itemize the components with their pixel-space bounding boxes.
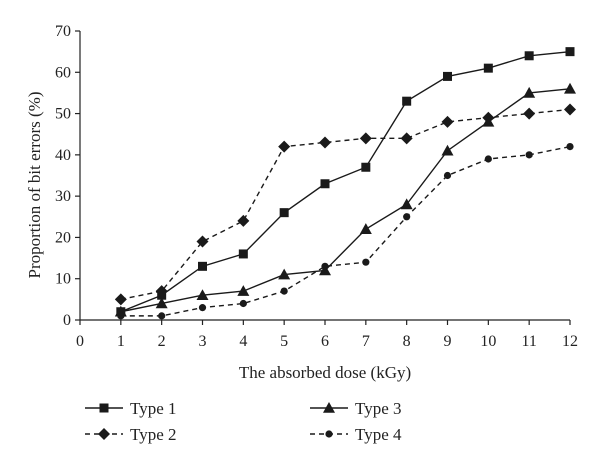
series-line-type-3 bbox=[120, 88, 571, 313]
series-line-type-2 bbox=[120, 108, 571, 301]
series-type-4 bbox=[117, 143, 574, 320]
legend-marker-type-3 bbox=[323, 402, 335, 413]
data-point-type-3 bbox=[237, 285, 250, 296]
x-tick-label: 1 bbox=[117, 333, 125, 350]
series-type-1 bbox=[116, 47, 575, 317]
legend-item-type-1: Type 1 bbox=[85, 399, 177, 418]
data-point-type-1 bbox=[198, 261, 207, 271]
y-tick-label: 30 bbox=[55, 188, 71, 205]
series-line-type-1 bbox=[120, 50, 571, 313]
y-tick-label: 20 bbox=[55, 229, 71, 246]
legend-marker-type-1 bbox=[99, 403, 109, 413]
data-point-type-3 bbox=[523, 86, 536, 98]
data-point-type-4 bbox=[362, 258, 370, 266]
x-tick-label: 6 bbox=[321, 333, 329, 350]
y-tick-label: 40 bbox=[55, 147, 71, 164]
legend-label-type-2: Type 2 bbox=[130, 425, 177, 444]
data-point-type-2 bbox=[114, 293, 127, 306]
data-point-type-4 bbox=[158, 312, 166, 320]
x-tick-label: 9 bbox=[444, 333, 452, 350]
data-point-type-3 bbox=[196, 289, 209, 301]
data-point-type-2 bbox=[564, 103, 576, 116]
y-tick-label: 60 bbox=[55, 64, 71, 81]
x-tick-label: 12 bbox=[562, 333, 578, 350]
series-layer bbox=[114, 47, 576, 320]
x-tick-label: 5 bbox=[280, 333, 288, 350]
legend-item-type-4: Type 4 bbox=[310, 425, 402, 444]
data-point-type-2 bbox=[400, 132, 413, 145]
legend-item-type-3: Type 3 bbox=[310, 399, 402, 418]
y-tick-label: 50 bbox=[55, 106, 71, 123]
data-point-type-4 bbox=[239, 299, 247, 308]
legend-label-type-3: Type 3 bbox=[355, 399, 402, 418]
x-tick-label: 8 bbox=[403, 333, 411, 350]
data-point-type-2 bbox=[359, 132, 372, 145]
x-tick-label: 4 bbox=[239, 333, 247, 350]
data-point-type-3 bbox=[114, 305, 127, 317]
data-point-type-1 bbox=[443, 71, 452, 81]
data-point-type-3 bbox=[359, 223, 372, 234]
data-point-type-4 bbox=[280, 287, 288, 295]
x-tick-label: 11 bbox=[521, 333, 536, 350]
data-point-type-4 bbox=[198, 304, 207, 312]
x-tick-label: 2 bbox=[158, 333, 166, 350]
legend: Type 1 Type 2 Type 3 Type 4 bbox=[85, 399, 402, 444]
data-point-type-1 bbox=[320, 179, 330, 189]
data-point-type-1 bbox=[361, 162, 371, 172]
x-tick-label: 3 bbox=[199, 333, 207, 350]
data-point-type-4 bbox=[321, 262, 329, 270]
y-axis-title: Proportion of bit errors (%) bbox=[25, 92, 44, 279]
y-tick-label: 10 bbox=[55, 271, 71, 288]
legend-marker-type-2 bbox=[98, 428, 110, 440]
data-point-type-4 bbox=[525, 151, 533, 159]
data-point-type-2 bbox=[237, 214, 250, 227]
data-point-type-1 bbox=[279, 208, 289, 218]
data-point-type-4 bbox=[403, 213, 411, 221]
data-point-type-4 bbox=[117, 312, 125, 320]
data-point-type-1 bbox=[524, 51, 534, 61]
data-point-type-2 bbox=[155, 285, 168, 298]
data-point-type-2 bbox=[441, 115, 454, 128]
y-tick-label: 0 bbox=[63, 312, 71, 329]
data-point-type-1 bbox=[402, 96, 412, 106]
data-point-type-4 bbox=[484, 155, 492, 163]
legend-label-type-1: Type 1 bbox=[130, 399, 177, 418]
data-point-type-1 bbox=[483, 63, 493, 73]
data-point-type-3 bbox=[482, 115, 495, 127]
x-tick-label: 7 bbox=[362, 333, 370, 350]
data-point-type-4 bbox=[566, 143, 574, 151]
x-axis-title: The absorbed dose (kGy) bbox=[239, 363, 411, 382]
series-type-2 bbox=[114, 103, 576, 306]
data-point-type-2 bbox=[196, 235, 209, 248]
data-point-type-3 bbox=[155, 297, 168, 309]
data-point-type-4 bbox=[443, 171, 452, 180]
y-tick-label: 70 bbox=[55, 23, 71, 40]
data-point-type-2 bbox=[278, 140, 291, 153]
data-point-type-3 bbox=[441, 144, 454, 156]
data-point-type-2 bbox=[319, 136, 331, 149]
x-tick-label: 0 bbox=[76, 333, 84, 350]
data-point-type-1 bbox=[238, 249, 248, 259]
data-point-type-3 bbox=[400, 198, 413, 210]
x-tick-label: 10 bbox=[480, 333, 496, 350]
data-point-type-3 bbox=[564, 82, 576, 94]
legend-marker-type-4 bbox=[325, 430, 333, 438]
data-point-type-1 bbox=[565, 47, 575, 57]
series-line-type-4 bbox=[120, 145, 571, 317]
series-type-3 bbox=[114, 82, 576, 317]
data-point-type-3 bbox=[278, 268, 291, 280]
data-point-type-2 bbox=[523, 107, 536, 120]
legend-label-type-4: Type 4 bbox=[355, 425, 402, 444]
legend-item-type-2: Type 2 bbox=[85, 425, 177, 444]
